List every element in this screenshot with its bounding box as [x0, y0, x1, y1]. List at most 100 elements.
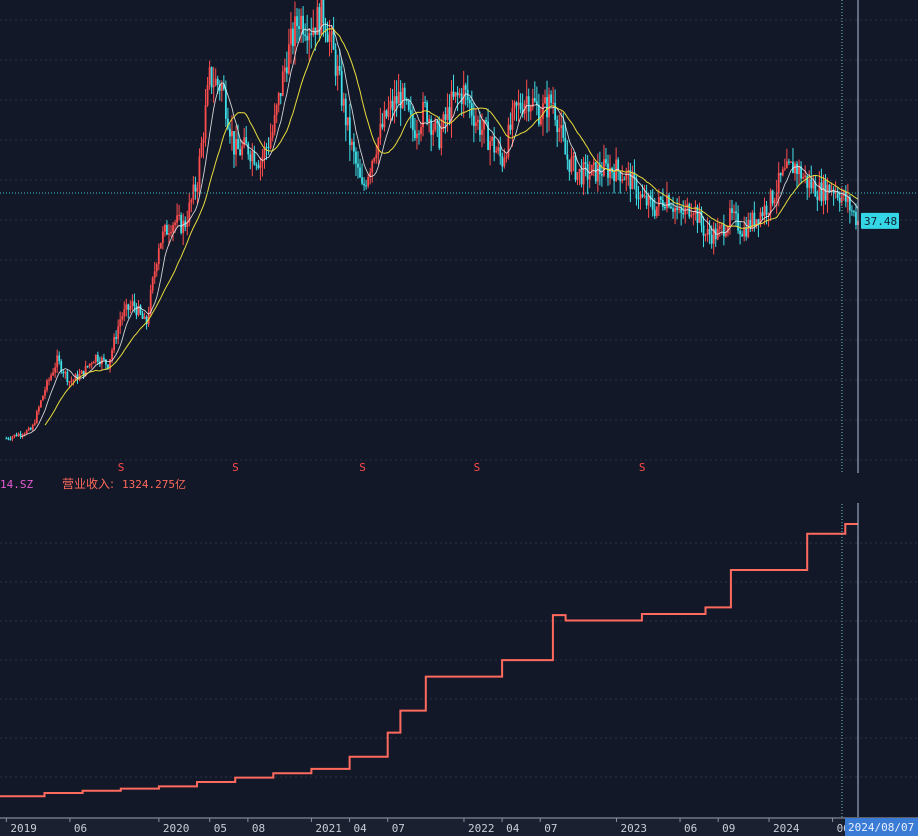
- candle: [220, 84, 223, 91]
- candle: [751, 212, 754, 229]
- candle: [227, 118, 229, 129]
- candle: [787, 161, 790, 163]
- candle: [834, 191, 837, 193]
- signal-marker: S: [232, 461, 239, 474]
- candle: [23, 433, 26, 435]
- candle: [607, 163, 609, 178]
- candle: [519, 102, 522, 110]
- indicator-value: 1324.275亿: [122, 478, 186, 491]
- candle: [525, 96, 528, 104]
- candle: [844, 191, 847, 202]
- candle: [269, 137, 272, 148]
- x-tick-label: 04: [506, 822, 520, 835]
- candle: [178, 214, 181, 216]
- candle: [143, 316, 146, 319]
- candle: [310, 33, 313, 35]
- candle: [153, 271, 156, 278]
- candle: [775, 193, 778, 201]
- candle: [452, 91, 455, 97]
- candle: [489, 140, 492, 150]
- candle: [285, 67, 288, 74]
- candle: [210, 67, 213, 88]
- candle: [387, 107, 390, 117]
- candle: [676, 208, 679, 211]
- candle: [414, 130, 416, 139]
- candle: [261, 157, 264, 163]
- candle: [444, 114, 447, 120]
- candle: [566, 154, 569, 160]
- ma-short: [20, 23, 859, 438]
- revenue-panel-grid: [0, 542, 918, 778]
- candle: [838, 197, 841, 203]
- signal-marker: S: [118, 461, 125, 474]
- candle: [377, 138, 380, 155]
- candle: [273, 115, 276, 132]
- candle: [170, 231, 172, 234]
- candle: [224, 89, 227, 119]
- candle: [308, 33, 311, 41]
- candle: [828, 184, 831, 193]
- candle: [249, 154, 252, 162]
- candle: [842, 191, 845, 196]
- candle: [379, 123, 382, 139]
- candle: [328, 34, 331, 42]
- candle: [50, 375, 52, 380]
- candle: [464, 85, 467, 90]
- candle: [369, 172, 372, 178]
- candle: [460, 93, 463, 105]
- candle: [576, 172, 579, 180]
- candle: [613, 172, 615, 181]
- candle: [487, 121, 489, 150]
- x-tick-label: 06: [684, 822, 697, 835]
- candle: [255, 164, 258, 166]
- x-tick-label: 09: [722, 822, 735, 835]
- candle: [635, 178, 638, 199]
- candle: [745, 227, 748, 237]
- candle: [322, 0, 325, 24]
- candle: [625, 171, 628, 180]
- candle: [678, 208, 681, 211]
- candle: [800, 166, 802, 179]
- candle: [670, 206, 672, 209]
- candle: [367, 177, 370, 187]
- candle: [60, 361, 63, 372]
- candle: [767, 213, 770, 215]
- candle: [560, 125, 563, 129]
- candle: [265, 146, 268, 148]
- candle: [391, 100, 394, 111]
- cursor-date-tag: 2024/08/07: [845, 818, 918, 836]
- candle: [790, 161, 792, 163]
- candle: [361, 177, 363, 184]
- candle: [822, 180, 825, 202]
- x-tick-label: 08: [252, 822, 265, 835]
- candle: [40, 400, 42, 408]
- candle: [316, 7, 319, 35]
- candle: [237, 139, 239, 150]
- candle: [755, 219, 758, 227]
- candle: [588, 175, 591, 180]
- x-tick-label: 07: [392, 822, 405, 835]
- candle: [759, 212, 762, 225]
- candle: [62, 371, 65, 374]
- candle: [499, 147, 502, 157]
- candle: [450, 91, 453, 121]
- candle: [840, 195, 843, 203]
- candle: [145, 316, 148, 325]
- moving-average-lines: [20, 23, 859, 438]
- candle: [816, 196, 819, 200]
- candle: [836, 191, 839, 198]
- candle: [90, 363, 93, 365]
- candle: [314, 27, 317, 35]
- candle: [643, 195, 646, 197]
- candle: [542, 103, 544, 119]
- x-tick-label: 05: [214, 822, 227, 835]
- candle: [174, 222, 176, 225]
- candle: [257, 165, 260, 168]
- candle: [584, 162, 587, 164]
- candle: [436, 120, 439, 124]
- candle: [568, 159, 571, 172]
- candle: [229, 128, 231, 137]
- candle: [243, 137, 246, 147]
